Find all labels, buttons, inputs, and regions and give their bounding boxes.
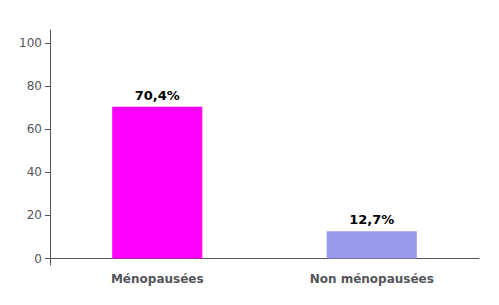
svg-text:40: 40 [27, 165, 42, 179]
svg-text:80: 80 [27, 79, 42, 93]
svg-text:70,4%: 70,4% [135, 88, 180, 103]
svg-text:Non ménopausées: Non ménopausées [310, 272, 434, 286]
svg-text:60: 60 [27, 122, 42, 136]
svg-text:20: 20 [27, 208, 42, 222]
svg-text:0: 0 [34, 252, 42, 266]
svg-text:100: 100 [19, 36, 42, 50]
svg-text:Ménopausées: Ménopausées [111, 272, 204, 286]
svg-text:12,7%: 12,7% [349, 212, 394, 227]
